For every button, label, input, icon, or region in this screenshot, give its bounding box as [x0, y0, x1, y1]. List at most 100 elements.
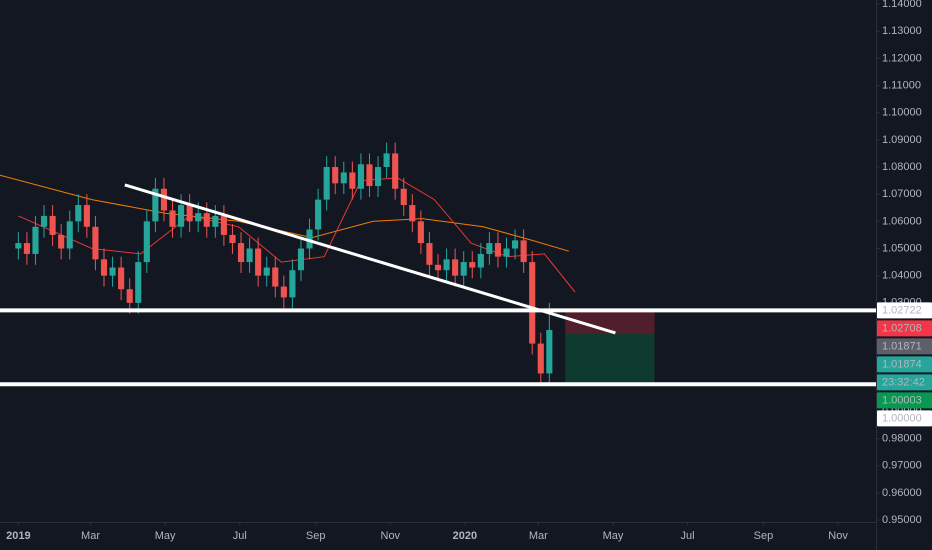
x-tick-label: Jul	[681, 530, 695, 542]
x-tick-label: Mar	[81, 530, 100, 542]
x-tick-label: Sep	[754, 530, 774, 542]
candle-body	[100, 259, 108, 276]
y-tick-label: 1.09000	[882, 134, 922, 146]
candle-body	[306, 229, 313, 249]
candle-body	[152, 188, 159, 222]
x-tick-label: Mar	[529, 530, 548, 542]
price-label: 1.01874	[882, 358, 922, 370]
candle-body	[229, 234, 236, 244]
position-reward	[565, 334, 655, 385]
candle-body	[512, 240, 519, 249]
price-label-box	[877, 356, 932, 373]
candle-body	[58, 234, 65, 249]
candle-body	[66, 221, 73, 249]
candle-body	[537, 343, 544, 374]
candle-body	[434, 264, 442, 271]
x-tick-label: Sep	[306, 530, 326, 542]
candle-body	[169, 210, 176, 227]
x-tick-label: 2019	[6, 530, 30, 542]
candle-body	[40, 215, 48, 227]
candle-body	[392, 153, 399, 189]
candle-body	[340, 172, 347, 184]
candle-body	[426, 243, 433, 265]
candle-body	[323, 167, 330, 200]
candle-body	[477, 253, 484, 268]
price-label: 1.02722	[882, 304, 922, 316]
candle-body	[546, 329, 553, 374]
candle-body	[75, 205, 82, 222]
x-tick-label: Nov	[828, 530, 848, 542]
x-tick-label: Jul	[233, 530, 247, 542]
price-label-box	[877, 338, 932, 355]
candle-body	[186, 205, 193, 222]
candle-body	[349, 172, 356, 189]
candle-body	[15, 243, 22, 249]
y-tick-label: 0.95000	[882, 514, 922, 526]
x-tick-label: Nov	[381, 530, 401, 542]
price-label: 1.01871	[882, 340, 922, 352]
candle-body	[417, 221, 424, 244]
candle-body	[118, 267, 125, 290]
candle-body	[32, 226, 39, 254]
candle-body	[452, 259, 459, 276]
candle-body	[383, 153, 390, 168]
candle-body	[280, 286, 287, 298]
candle-body	[460, 262, 467, 276]
price-label-box	[877, 302, 932, 319]
candle-body	[357, 164, 364, 189]
position-risk	[565, 312, 655, 335]
candle-body	[272, 267, 279, 287]
y-tick-label: 1.08000	[882, 161, 922, 173]
y-tick-label: 1.06000	[882, 215, 922, 227]
candle-body	[400, 188, 407, 206]
candle-body	[263, 267, 270, 276]
candle-body	[332, 167, 339, 184]
price-label: 1.02708	[882, 322, 922, 334]
candle-body	[49, 215, 56, 235]
candle-body	[374, 167, 382, 187]
candle-body	[297, 248, 305, 271]
y-tick-label: 1.10000	[882, 107, 922, 119]
candle-body	[289, 270, 296, 298]
price-label-box	[877, 410, 932, 427]
candle-body	[494, 243, 502, 257]
candle-body	[135, 262, 142, 303]
y-tick-label: 1.12000	[882, 52, 922, 64]
y-tick-label: 1.11000	[882, 79, 921, 91]
trendline	[124, 183, 616, 335]
candle-body	[409, 205, 416, 222]
price-label-box	[877, 320, 932, 337]
candle-body	[178, 205, 185, 227]
candle-body	[203, 213, 210, 227]
candle-body	[109, 267, 116, 276]
candle-body	[469, 262, 476, 268]
candle-body	[315, 199, 322, 230]
y-tick-label: 0.97000	[882, 460, 922, 472]
candle-body	[212, 215, 219, 227]
y-tick-label: 1.07000	[882, 188, 922, 200]
countdown: 23:32:42	[882, 376, 925, 388]
candle-body	[366, 164, 373, 187]
candle-body	[529, 262, 536, 344]
y-tick-label: 1.14000	[882, 0, 922, 10]
candle-body	[443, 259, 450, 271]
candle-body	[237, 243, 245, 263]
x-tick-label: May	[603, 530, 624, 542]
candle-body	[520, 240, 527, 263]
candle-body	[503, 248, 510, 257]
x-tick-label: May	[155, 530, 176, 542]
candle-body	[195, 213, 202, 222]
candle-body	[160, 188, 168, 211]
y-tick-label: 0.96000	[882, 487, 922, 499]
price-label: 1.00000	[882, 412, 922, 424]
candle-body	[486, 243, 493, 254]
y-tick-label: 0.98000	[882, 433, 922, 445]
y-tick-label: 1.05000	[882, 242, 922, 254]
y-tick-label: 1.13000	[882, 25, 922, 37]
candle-body	[126, 289, 133, 303]
candle-body	[23, 243, 30, 254]
candle-body	[83, 205, 90, 227]
y-tick-label: 1.04000	[882, 270, 922, 282]
candle-body	[220, 215, 227, 235]
